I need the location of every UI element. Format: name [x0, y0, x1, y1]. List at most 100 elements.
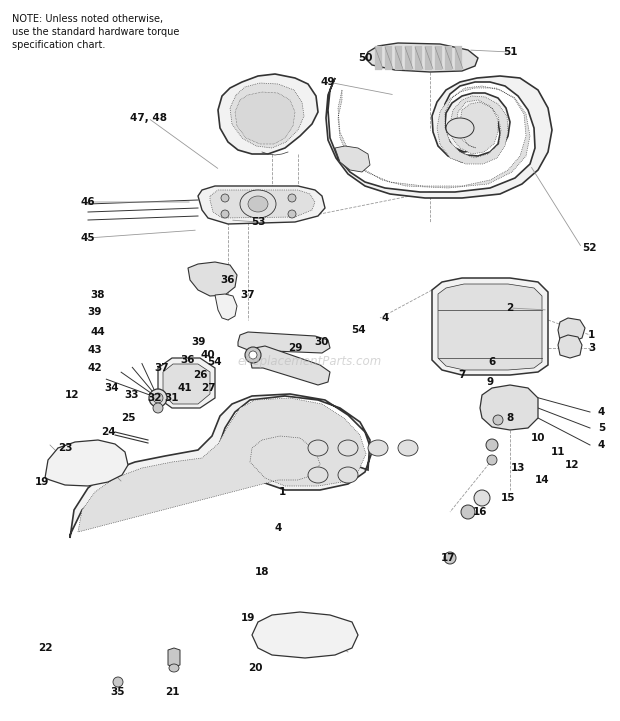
Text: 1: 1 — [588, 330, 595, 340]
Ellipse shape — [169, 664, 179, 672]
Polygon shape — [438, 284, 542, 370]
Polygon shape — [230, 83, 304, 148]
Text: 6: 6 — [489, 357, 495, 367]
Text: 16: 16 — [472, 507, 487, 517]
Ellipse shape — [493, 415, 503, 425]
Text: 42: 42 — [87, 363, 102, 373]
Text: 39: 39 — [191, 337, 205, 347]
Polygon shape — [435, 46, 442, 70]
Text: 39: 39 — [88, 307, 102, 317]
Ellipse shape — [446, 118, 474, 138]
Ellipse shape — [221, 210, 229, 218]
Text: 2: 2 — [507, 303, 513, 313]
Ellipse shape — [308, 467, 328, 483]
Text: 40: 40 — [201, 350, 215, 360]
Text: 4: 4 — [598, 440, 605, 450]
Text: 43: 43 — [87, 345, 102, 355]
Polygon shape — [432, 278, 548, 375]
Text: 13: 13 — [511, 463, 525, 473]
Ellipse shape — [113, 677, 123, 687]
Text: 45: 45 — [81, 233, 95, 243]
Polygon shape — [365, 43, 478, 72]
Text: 7: 7 — [458, 370, 466, 380]
Text: 36: 36 — [221, 275, 235, 285]
Ellipse shape — [398, 440, 418, 456]
Text: 22: 22 — [38, 643, 52, 653]
Ellipse shape — [338, 440, 358, 456]
Polygon shape — [455, 46, 462, 70]
Text: 15: 15 — [501, 493, 515, 503]
Text: 12: 12 — [64, 390, 79, 400]
Text: 53: 53 — [250, 217, 265, 227]
Polygon shape — [45, 440, 128, 486]
Ellipse shape — [487, 455, 497, 465]
Text: 25: 25 — [121, 413, 135, 423]
Polygon shape — [188, 262, 237, 296]
Ellipse shape — [249, 351, 257, 359]
Ellipse shape — [288, 194, 296, 202]
Text: 17: 17 — [441, 553, 455, 563]
Polygon shape — [70, 394, 372, 538]
Text: 8: 8 — [507, 413, 513, 423]
Polygon shape — [558, 335, 582, 358]
Text: 33: 33 — [125, 390, 140, 400]
Text: 24: 24 — [100, 427, 115, 437]
Polygon shape — [338, 86, 530, 188]
Polygon shape — [252, 612, 358, 658]
Ellipse shape — [486, 439, 498, 451]
Polygon shape — [215, 294, 237, 320]
Text: 51: 51 — [503, 47, 517, 57]
Text: 29: 29 — [288, 343, 302, 353]
Text: eReplacementParts.com: eReplacementParts.com — [238, 355, 382, 368]
Text: 36: 36 — [181, 355, 195, 365]
Text: 46: 46 — [81, 197, 95, 207]
Ellipse shape — [153, 403, 163, 413]
Text: 19: 19 — [35, 477, 49, 487]
Polygon shape — [163, 364, 210, 404]
Text: 54: 54 — [208, 357, 223, 367]
Text: 35: 35 — [111, 687, 125, 697]
Polygon shape — [375, 46, 382, 70]
Text: 27: 27 — [201, 383, 215, 393]
Ellipse shape — [444, 552, 456, 564]
Text: 26: 26 — [193, 370, 207, 380]
Text: 41: 41 — [178, 383, 192, 393]
Text: 44: 44 — [91, 327, 105, 337]
Polygon shape — [198, 186, 325, 224]
Polygon shape — [326, 76, 552, 198]
Ellipse shape — [245, 347, 261, 363]
Ellipse shape — [248, 196, 268, 212]
Polygon shape — [445, 46, 452, 70]
Ellipse shape — [240, 190, 276, 218]
Text: 3: 3 — [588, 343, 595, 353]
Text: 21: 21 — [165, 687, 179, 697]
Polygon shape — [558, 318, 585, 342]
Ellipse shape — [288, 210, 296, 218]
Text: 37: 37 — [241, 290, 255, 300]
Polygon shape — [485, 390, 532, 426]
Text: 4: 4 — [381, 313, 389, 323]
Polygon shape — [78, 398, 366, 532]
Ellipse shape — [149, 389, 167, 407]
Text: 12: 12 — [565, 460, 579, 470]
Text: 10: 10 — [531, 433, 545, 443]
Text: 34: 34 — [105, 383, 119, 393]
Text: 11: 11 — [551, 447, 565, 457]
Polygon shape — [395, 46, 402, 70]
Text: 37: 37 — [154, 363, 169, 373]
Text: 54: 54 — [351, 325, 365, 335]
Ellipse shape — [221, 194, 229, 202]
Text: 5: 5 — [598, 423, 605, 433]
Ellipse shape — [461, 505, 475, 519]
Polygon shape — [415, 46, 422, 70]
Text: 4: 4 — [274, 523, 281, 533]
Text: 52: 52 — [582, 243, 596, 253]
Ellipse shape — [368, 440, 388, 456]
Text: 9: 9 — [487, 377, 494, 387]
Text: 47, 48: 47, 48 — [130, 113, 167, 123]
Polygon shape — [235, 92, 295, 144]
Polygon shape — [425, 46, 432, 70]
Text: 18: 18 — [255, 567, 269, 577]
Polygon shape — [405, 46, 412, 70]
Text: 38: 38 — [91, 290, 105, 300]
